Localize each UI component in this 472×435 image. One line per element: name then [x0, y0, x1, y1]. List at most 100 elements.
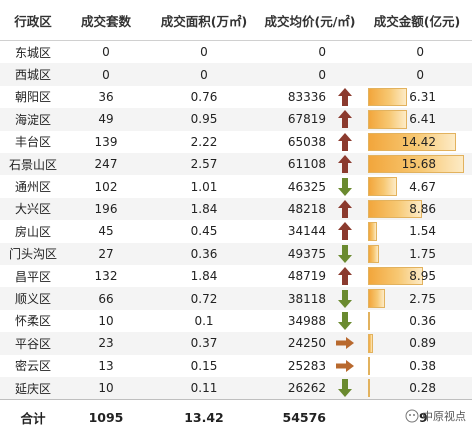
count-cell: 247 [94, 157, 118, 172]
price-cell: 34144 [287, 224, 326, 239]
amount-bar [368, 222, 378, 241]
amount-value: 8.95 [409, 269, 436, 284]
count-cell: 0 [102, 45, 110, 60]
amount-value: 4.67 [409, 179, 436, 194]
wechat-icon [405, 409, 419, 423]
area-cell: 2.57 [190, 157, 218, 172]
count-cell: 49 [98, 112, 114, 127]
price-cell: 34988 [287, 313, 326, 328]
down-arrow-icon [328, 377, 362, 399]
count-cell: 45 [98, 224, 114, 239]
down-arrow-icon [328, 175, 362, 197]
header-amount: 成交金额(亿元) [373, 13, 461, 29]
count-cell: 13 [98, 358, 114, 373]
amount-cell: 2.75 [364, 287, 470, 309]
up-arrow-icon [328, 108, 362, 130]
amount-cell: 0.38 [364, 355, 470, 377]
table-row: 通州区 102 1.01 46325 4.67 [0, 175, 472, 197]
amount-bar [368, 334, 374, 353]
district-cell: 东城区 [14, 45, 51, 60]
amount-cell: 0.89 [364, 332, 470, 354]
amount-bar [368, 244, 379, 263]
district-cell: 昌平区 [14, 269, 51, 284]
price-cell: 0 [318, 45, 326, 60]
amount-value: 14.42 [401, 134, 436, 149]
amount-cell: 0 [364, 63, 470, 85]
price-cell: 25283 [287, 358, 326, 373]
total-price: 54576 [282, 409, 327, 425]
price-cell: 83336 [287, 89, 326, 104]
amount-bar [368, 177, 397, 196]
amount-bar [368, 267, 423, 286]
table-row: 门头沟区 27 0.36 49375 1.75 [0, 242, 472, 265]
amount-cell: 8.95 [364, 265, 470, 287]
count-cell: 23 [98, 336, 114, 351]
district-cell: 通州区 [14, 180, 51, 195]
count-cell: 102 [94, 179, 118, 194]
area-cell: 0.15 [190, 358, 218, 373]
amount-cell: 8.86 [364, 198, 470, 220]
amount-value: 0.36 [409, 313, 436, 328]
price-cell: 38118 [287, 291, 326, 306]
district-cell: 朝阳区 [14, 90, 51, 105]
amount-value: 0 [416, 45, 424, 60]
header-area: 成交面积(万㎡) [160, 13, 248, 29]
area-cell: 0.72 [190, 291, 218, 306]
price-cell: 48719 [287, 269, 326, 284]
amount-value: 15.68 [401, 157, 436, 172]
district-cell: 怀柔区 [14, 314, 51, 329]
down-arrow-icon [328, 243, 362, 265]
amount-bar [368, 311, 371, 331]
table-row: 房山区 45 0.45 34144 1.54 [0, 220, 472, 242]
amount-cell: 0 [364, 41, 470, 63]
amount-bar [368, 155, 465, 174]
table-row: 海淀区 49 0.95 67819 6.41 [0, 108, 472, 131]
table-row: 大兴区 196 1.84 48218 8.86 [0, 197, 472, 221]
table-row: 东城区 0 0 0 0 [0, 41, 472, 63]
count-cell: 196 [94, 201, 118, 216]
amount-bar [368, 289, 385, 308]
amount-cell: 1.54 [364, 220, 470, 242]
price-cell: 61108 [287, 157, 326, 172]
table-row: 怀柔区 10 0.1 34988 0.36 [0, 310, 472, 332]
amount-bar [368, 132, 457, 151]
count-cell: 0 [102, 67, 110, 82]
amount-value: 1.75 [409, 246, 436, 261]
count-cell: 132 [94, 269, 118, 284]
amount-cell: 6.41 [364, 108, 470, 130]
price-cell: 46325 [287, 179, 326, 194]
area-cell: 1.84 [190, 269, 218, 284]
table-row: 石景山区 247 2.57 61108 15.68 [0, 153, 472, 176]
amount-value: 6.31 [409, 89, 436, 104]
amount-value: 0.89 [409, 336, 436, 351]
count-cell: 36 [98, 89, 114, 104]
count-cell: 66 [98, 291, 114, 306]
watermark: 中原视点 [405, 406, 466, 426]
amount-value: 6.41 [409, 112, 436, 127]
area-cell: 0.76 [190, 89, 218, 104]
up-arrow-icon [328, 86, 362, 108]
total-area: 13.42 [184, 409, 224, 425]
amount-cell: 6.31 [364, 86, 470, 108]
up-arrow-icon [328, 265, 362, 287]
amount-cell: 0.28 [364, 377, 470, 399]
amount-bar [368, 110, 408, 129]
amount-bar [368, 379, 370, 398]
amount-value: 1.54 [409, 224, 436, 239]
count-cell: 10 [98, 313, 114, 328]
area-cell: 0.11 [190, 381, 218, 396]
table-row: 西城区 0 0 0 0 [0, 63, 472, 86]
count-cell: 27 [98, 246, 114, 261]
table-header: 行政区 成交套数 成交面积(万㎡) 成交均价(元/㎡) 成交金额(亿元) [0, 0, 472, 40]
header-divider [0, 40, 472, 41]
header-district: 行政区 [14, 13, 52, 29]
amount-bar [368, 199, 423, 219]
arrow-placeholder [328, 63, 362, 85]
price-cell: 49375 [287, 246, 326, 261]
right-arrow-icon [328, 355, 362, 377]
district-cell: 石景山区 [8, 157, 57, 172]
price-cell: 67819 [287, 112, 326, 127]
price-cell: 65038 [287, 134, 326, 149]
table-row: 顺义区 66 0.72 38118 2.75 [0, 287, 472, 310]
